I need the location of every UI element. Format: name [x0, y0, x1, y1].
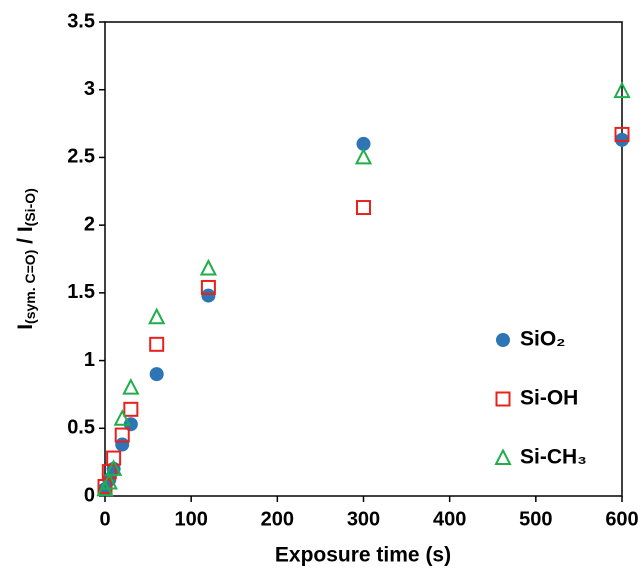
marker-square	[200, 279, 216, 295]
marker-triangle	[122, 377, 140, 395]
y-label-part: / I	[14, 226, 37, 249]
marker-triangle	[613, 81, 631, 99]
marker-triangle	[113, 409, 131, 426]
y-tick-label: 0	[84, 484, 95, 506]
marker-circle	[615, 132, 629, 147]
legend-label: SiO₂	[520, 328, 566, 351]
x-axis-label: Exposure time (s)	[275, 544, 451, 567]
plot-frame	[104, 21, 623, 497]
y-tick-label: 1	[84, 349, 95, 371]
x-tick-label: 0	[99, 508, 110, 530]
marker-square	[356, 200, 371, 216]
marker-square	[106, 450, 122, 466]
legend-label: Si-OH	[520, 387, 578, 410]
marker-triangle	[148, 307, 166, 325]
y-label-part: I	[14, 324, 37, 330]
marker-triangle	[100, 472, 118, 490]
legend-marker	[496, 333, 510, 347]
x-tick-label: 500	[519, 508, 552, 530]
x-tick-label: 200	[261, 508, 294, 530]
y-tick-label: 3	[84, 78, 95, 100]
y-tick-label: 2.5	[67, 146, 95, 168]
marker-triangle	[354, 147, 373, 165]
y-axis-label: I(sym. C=O) / I(Si-O)	[14, 188, 38, 330]
legend-marker	[495, 391, 511, 407]
legend-label: Si-CH₃	[520, 446, 587, 469]
marker-triangle	[199, 258, 218, 276]
y-label-sub: (Si-O)	[22, 188, 38, 226]
marker-circle	[356, 136, 371, 151]
y-tick-label: 2	[84, 213, 95, 235]
x-tick-label: 100	[174, 508, 207, 530]
x-tick-label: 300	[347, 508, 380, 530]
marker-square	[614, 126, 630, 142]
x-tick-label: 600	[605, 508, 638, 530]
marker-triangle	[104, 459, 123, 476]
y-label-sub: (sym. C=O)	[22, 250, 38, 324]
marker-circle	[201, 288, 216, 303]
y-tick-label: 1.5	[67, 281, 95, 303]
marker-square	[114, 427, 130, 443]
marker-square	[123, 401, 139, 417]
legend-marker	[494, 448, 512, 465]
y-tick-label: 3.5	[67, 10, 95, 32]
marker-circle	[115, 437, 130, 452]
marker-circle	[149, 367, 164, 382]
marker-square	[149, 336, 165, 352]
y-tick-label: 0.5	[67, 417, 95, 439]
x-tick-label: 400	[433, 508, 466, 530]
